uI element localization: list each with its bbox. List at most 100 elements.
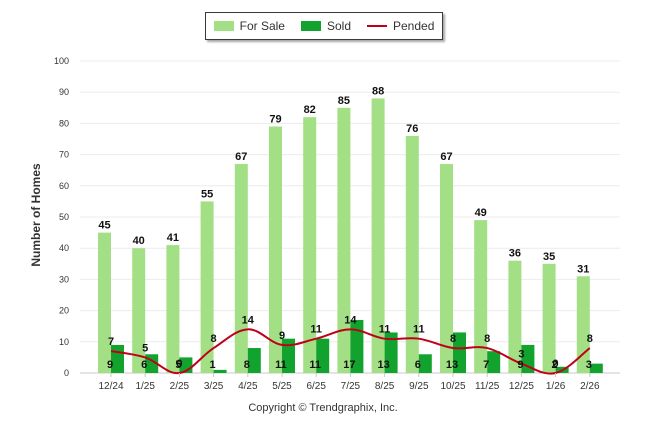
bar-for-sale (508, 260, 522, 373)
label-sold: 2 (552, 359, 558, 371)
x-tick-label: 9/25 (409, 381, 429, 392)
label-pended: 7 (108, 336, 114, 348)
label-for-sale: 55 (201, 188, 213, 200)
legend-label-for-sale: For Sale (239, 19, 285, 33)
label-for-sale: 41 (167, 232, 179, 244)
y-tick-label: 60 (59, 181, 69, 191)
bar-sold (453, 332, 466, 373)
label-pended: 14 (344, 314, 357, 326)
label-pended: 9 (279, 330, 285, 342)
y-tick-label: 30 (59, 274, 69, 284)
label-pended: 11 (310, 324, 322, 336)
x-tick-label: 12/24 (98, 381, 123, 392)
pended-line (110, 328, 591, 375)
x-tick-label: 12/25 (509, 381, 534, 392)
y-tick-label: 20 (59, 306, 69, 316)
bar-sold (418, 354, 432, 373)
x-tick-label: 1/25 (135, 381, 155, 392)
bar-sold (213, 369, 227, 373)
label-for-sale: 45 (98, 220, 110, 232)
bar-sold (316, 338, 330, 373)
x-tick-label: 1/26 (546, 381, 566, 392)
label-sold: 1 (210, 359, 216, 371)
label-for-sale: 85 (338, 95, 350, 107)
label-pended: 11 (379, 324, 391, 336)
label-pended: 11 (413, 324, 425, 336)
bar-for-sale (234, 163, 248, 373)
x-tick-label: 10/25 (440, 381, 465, 392)
label-for-sale: 82 (304, 104, 316, 116)
y-tick-label: 80 (59, 118, 69, 128)
label-sold: 6 (141, 359, 147, 371)
label-for-sale: 67 (235, 151, 247, 163)
label-pended: 0 (176, 358, 182, 370)
label-sold: 7 (483, 359, 489, 371)
label-pended: 14 (242, 314, 255, 326)
bar-for-sale (440, 163, 453, 373)
label-sold: 8 (244, 359, 250, 371)
label-sold: 11 (309, 359, 321, 371)
y-tick-label: 90 (59, 87, 69, 97)
label-pended: 3 (518, 349, 524, 361)
bar-sold (282, 338, 295, 373)
label-pended: 8 (450, 333, 456, 345)
label-for-sale: 35 (543, 251, 555, 263)
bar-for-sale (132, 248, 146, 373)
bar-for-sale (98, 232, 111, 373)
legend-label-sold: Sold (326, 19, 351, 33)
bar-sold (350, 319, 364, 373)
bar-for-sale (405, 135, 419, 373)
label-sold: 11 (275, 359, 287, 371)
label-sold: 6 (415, 359, 421, 371)
bar-for-sale (337, 107, 351, 374)
bar-sold (384, 332, 398, 373)
x-tick-label: 2/26 (580, 381, 600, 392)
bar-for-sale (371, 98, 385, 373)
label-sold: 13 (377, 359, 389, 371)
label-for-sale: 31 (577, 263, 589, 275)
x-axis-ticks: 12/24 1/25 2/25 3/25 4/25 5/25 6/25 7/25 8/25 9/2… (98, 373, 600, 392)
x-tick-label: 7/25 (341, 381, 361, 392)
y-axis-label: Number of Homes (29, 163, 43, 267)
x-tick-label: 5/25 (272, 381, 292, 392)
data-labels: 4594064155516787911821185178813766671349… (98, 85, 592, 371)
y-axis-ticks: 0 10 20 30 40 50 60 70 80 90 100 (54, 56, 69, 378)
legend-item-for-sale[interactable]: For Sale (213, 19, 285, 33)
label-pended: 8 (211, 333, 217, 345)
legend-swatch-sold (300, 21, 321, 31)
x-tick-label: 8/25 (375, 381, 395, 392)
y-tick-label: 50 (59, 212, 69, 222)
label-for-sale: 88 (372, 85, 384, 97)
bar-for-sale (542, 263, 556, 373)
legend: For Sale Sold Pended (205, 12, 443, 40)
pended-line-path (110, 328, 591, 375)
copyright-text: Copyright © Trendgraphix, Inc. (248, 402, 398, 414)
bar-for-sale (269, 126, 282, 374)
label-sold: 5 (175, 359, 181, 371)
y-tick-label: 10 (59, 337, 69, 347)
label-sold: 9 (107, 359, 113, 371)
bar-for-sale (303, 117, 317, 373)
label-pended: 8 (587, 333, 593, 345)
y-tick-label: 100 (54, 56, 69, 66)
bar-sold (589, 363, 603, 373)
x-tick-label: 11/25 (475, 381, 500, 392)
bar-for-sale (576, 276, 590, 373)
label-for-sale: 76 (406, 123, 418, 135)
y-tick-label: 70 (59, 150, 69, 160)
x-tick-label: 4/25 (238, 381, 258, 392)
bar-for-sale (200, 201, 214, 373)
x-tick-label: 6/25 (306, 381, 326, 392)
legend-swatch-pended (367, 25, 387, 27)
y-tick-label: 40 (59, 243, 69, 253)
legend-item-sold[interactable]: Sold (300, 19, 351, 33)
label-pended: 5 (142, 342, 148, 354)
label-for-sale: 36 (509, 248, 521, 260)
x-tick-label: 3/25 (204, 381, 224, 392)
legend-item-pended[interactable]: Pended (367, 19, 434, 33)
label-for-sale: 40 (133, 235, 145, 247)
x-tick-label: 2/25 (170, 381, 190, 392)
bar-for-sale (166, 245, 180, 373)
bar-sold (487, 351, 501, 373)
